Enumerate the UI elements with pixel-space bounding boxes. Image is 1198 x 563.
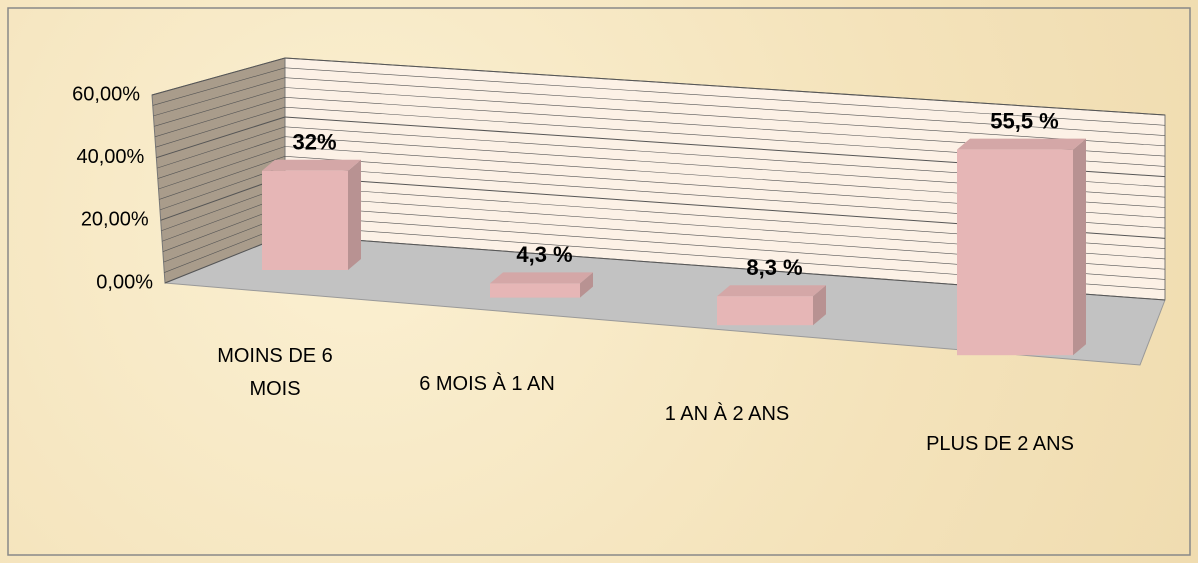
bar <box>957 149 1073 356</box>
bar-top <box>262 159 361 171</box>
value-label: 4,3 % <box>516 242 572 267</box>
minor-grid-line <box>153 77 286 117</box>
value-label: 55,5 % <box>990 108 1059 133</box>
bar <box>262 170 348 270</box>
bar <box>490 283 580 298</box>
grid-line <box>151 57 286 96</box>
y-tick-label: 0,00% <box>96 271 153 293</box>
grid-line <box>156 116 286 159</box>
minor-grid-line <box>284 67 1166 126</box>
value-label: 8,3 % <box>746 255 802 280</box>
x-tick-label: PLUS DE 2 ANS <box>926 433 1074 455</box>
minor-grid-line <box>157 136 286 179</box>
bar-top <box>957 138 1086 150</box>
y-tick-label: 40,00% <box>76 146 144 168</box>
minor-grid-line <box>155 106 286 148</box>
bar <box>717 296 813 326</box>
bar-side <box>813 285 826 326</box>
x-tick-label: 1 AN À 2 ANS <box>664 403 790 425</box>
x-tick-label: MOINS DE 6 MOIS <box>217 345 333 400</box>
minor-grid-line <box>158 146 286 190</box>
bar-side <box>348 159 361 270</box>
value-label: 32% <box>292 130 336 155</box>
bar-top <box>490 272 593 284</box>
minor-grid-line <box>284 77 1166 136</box>
bar-side <box>1073 138 1086 356</box>
chart-border <box>7 7 1191 556</box>
x-tick-label: 6 MOIS À 1 AN <box>419 373 555 395</box>
minor-grid-line <box>154 97 286 138</box>
minor-grid-line <box>284 87 1166 147</box>
minor-grid-line <box>159 156 286 200</box>
bar-top <box>717 285 826 297</box>
minor-grid-line <box>156 126 286 169</box>
grid-line <box>284 57 1166 116</box>
minor-grid-line <box>152 67 286 106</box>
y-tick-label: 20,00% <box>81 209 149 231</box>
bar-side <box>580 272 593 298</box>
y-tick-label: 60,00% <box>72 83 140 105</box>
minor-grid-line <box>154 87 286 127</box>
